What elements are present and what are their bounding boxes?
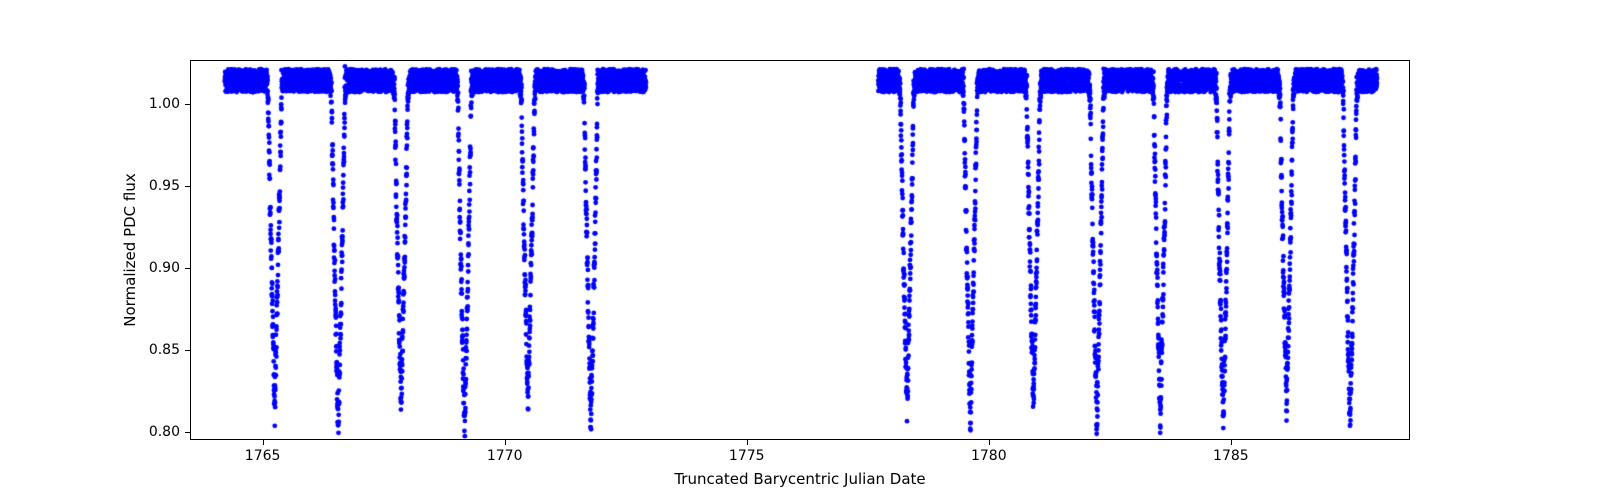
y-tick-label: 1.00 — [149, 96, 180, 112]
figure: Truncated Barycentric Julian Date Normal… — [0, 0, 1600, 500]
y-tick — [185, 104, 190, 105]
y-tick — [185, 432, 190, 433]
x-tick — [747, 440, 748, 445]
y-tick-label: 0.90 — [149, 260, 180, 276]
x-tick-label: 1785 — [1213, 448, 1249, 464]
x-tick-label: 1775 — [729, 448, 765, 464]
x-tick-label: 1765 — [245, 448, 281, 464]
y-tick-label: 0.85 — [149, 342, 180, 358]
x-axis-label: Truncated Barycentric Julian Date — [674, 470, 925, 488]
x-tick — [263, 440, 264, 445]
x-tick — [505, 440, 506, 445]
y-tick-label: 0.95 — [149, 178, 180, 194]
scatter-canvas — [191, 61, 1411, 441]
x-tick-label: 1780 — [971, 448, 1007, 464]
y-axis-label: Normalized PDC flux — [121, 173, 139, 327]
x-tick — [1231, 440, 1232, 445]
plot-axes — [190, 60, 1410, 440]
x-tick-label: 1770 — [487, 448, 523, 464]
y-tick — [185, 268, 190, 269]
y-tick — [185, 186, 190, 187]
y-tick — [185, 350, 190, 351]
x-tick — [989, 440, 990, 445]
y-tick-label: 0.80 — [149, 424, 180, 440]
